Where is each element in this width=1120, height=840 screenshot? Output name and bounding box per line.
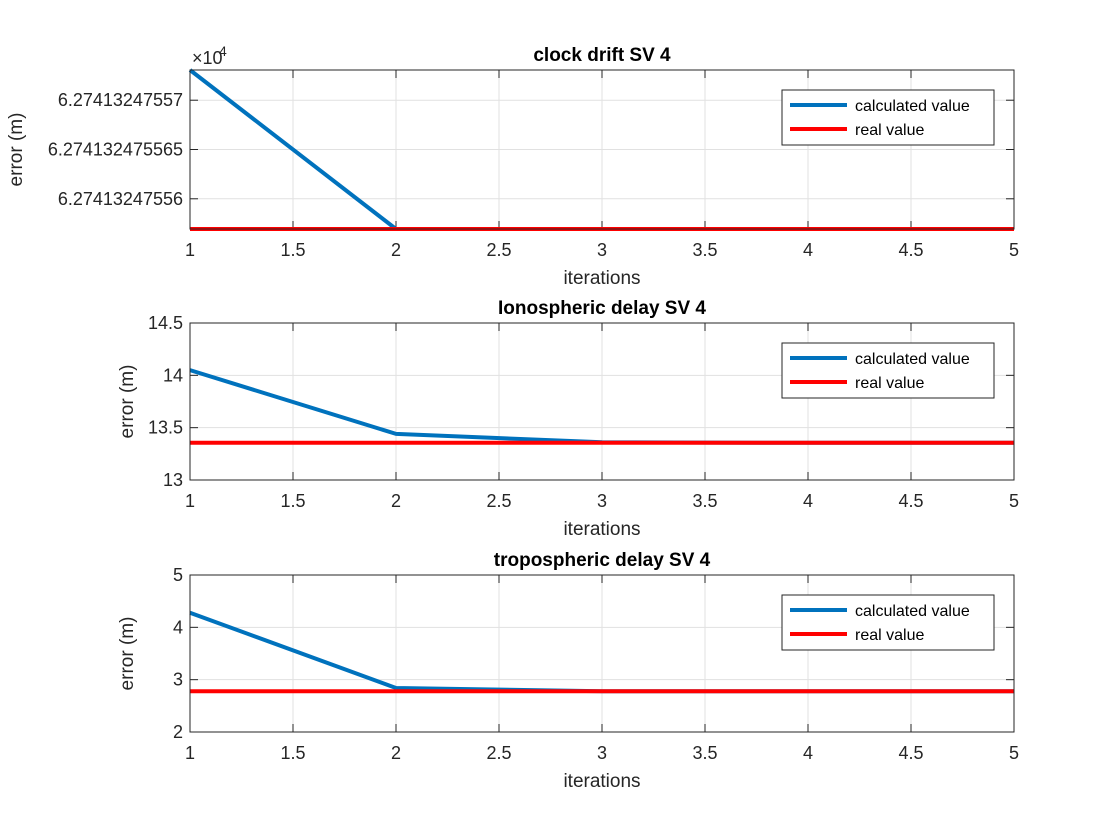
x-tick-label: 5	[1009, 240, 1019, 260]
y-tick-label: 13	[163, 470, 183, 490]
y-tick-label: 6.27413247557	[58, 90, 183, 110]
legend-label: real value	[855, 627, 924, 644]
x-tick-label: 4	[803, 743, 813, 763]
axes-frame	[189, 322, 1015, 481]
legend: calculated value real value	[781, 594, 995, 651]
x-tick-label: 1	[185, 491, 195, 511]
x-tick-label: 2.5	[486, 240, 511, 260]
x-tick-label: 1.5	[280, 491, 305, 511]
x-tick-label: 3	[597, 743, 607, 763]
x-tick-label: 4.5	[898, 743, 923, 763]
subplot-1: 1 1.5 2 2.5 3 3.5 4 4.5 5 6.27413247556 6.27413247…	[6, 43, 1019, 289]
chart-title: Ionospheric delay SV 4	[498, 298, 706, 319]
y-tick-label: 4	[173, 617, 183, 637]
y-axis-label: error (m)	[117, 365, 138, 439]
y-axis-label: error (m)	[117, 617, 138, 691]
x-tick-label: 2	[391, 743, 401, 763]
x-tick-label: 2	[391, 491, 401, 511]
legend: calculated value real value	[781, 342, 995, 399]
x-tick-label: 4	[803, 240, 813, 260]
x-tick-label: 2.5	[486, 491, 511, 511]
x-tick-label: 5	[1009, 491, 1019, 511]
x-tick-label: 3.5	[692, 743, 717, 763]
legend-box	[781, 594, 995, 651]
chart-title: tropospheric delay SV 4	[494, 550, 711, 571]
y-tick-label: 13.5	[148, 418, 183, 438]
legend-label: real value	[855, 122, 924, 139]
legend: calculated value real value	[781, 89, 995, 146]
x-tick-label: 1	[185, 743, 195, 763]
chart-title: clock drift SV 4	[533, 45, 671, 66]
y-exponent-power: 4	[219, 43, 227, 59]
y-axis-label: error (m)	[6, 113, 27, 187]
x-tick-label: 2.5	[486, 743, 511, 763]
x-tick-label: 1.5	[280, 240, 305, 260]
legend-label: real value	[855, 375, 924, 392]
legend-label: calculated value	[855, 603, 970, 620]
x-axis-label: iterations	[563, 519, 640, 540]
axes-frame	[189, 574, 1015, 733]
legend-label: calculated value	[855, 98, 970, 115]
y-tick-label: 14.5	[148, 313, 183, 333]
x-tick-label: 3.5	[692, 240, 717, 260]
x-tick-label: 3	[597, 491, 607, 511]
x-tick-label: 5	[1009, 743, 1019, 763]
y-tick-label: 14	[163, 365, 183, 385]
y-tick-label: 3	[173, 670, 183, 690]
x-axis-label: iterations	[563, 771, 640, 792]
x-tick-label: 4.5	[898, 491, 923, 511]
y-exponent-label: ×10	[192, 48, 223, 68]
x-tick-label: 1.5	[280, 743, 305, 763]
subplot-2: 1 1.5 2 2.5 3 3.5 4 4.5 5 13 13.5 14 14.5 Ionospheric…	[117, 298, 1019, 540]
subplot-3: 1 1.5 2 2.5 3 3.5 4 4.5 5 2 3 4 5 tropospheric delay …	[117, 550, 1019, 792]
x-tick-label: 4	[803, 491, 813, 511]
x-tick-label: 3.5	[692, 491, 717, 511]
legend-box	[781, 342, 995, 399]
x-tick-label: 1	[185, 240, 195, 260]
y-tick-label: 5	[173, 565, 183, 585]
y-tick-label: 6.274132475565	[48, 140, 183, 160]
y-tick-label: 2	[173, 722, 183, 742]
x-tick-label: 3	[597, 240, 607, 260]
x-axis-label: iterations	[563, 268, 640, 289]
x-tick-label: 4.5	[898, 240, 923, 260]
legend-box	[781, 89, 995, 146]
y-tick-label: 6.27413247556	[58, 189, 183, 209]
axes-frame	[189, 69, 1015, 230]
x-tick-label: 2	[391, 240, 401, 260]
legend-label: calculated value	[855, 351, 970, 368]
